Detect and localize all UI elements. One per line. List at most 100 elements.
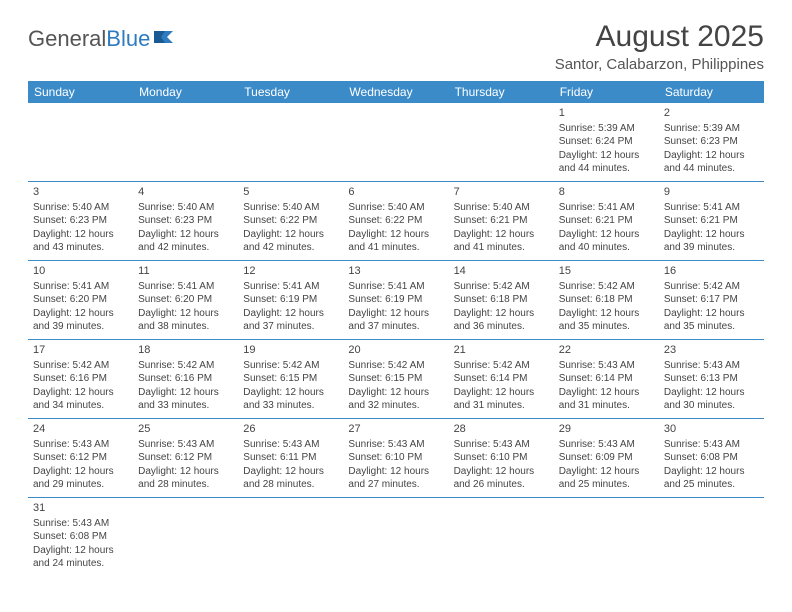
sunset-line: Sunset: 6:09 PM bbox=[559, 451, 654, 465]
logo-text-blue: Blue bbox=[106, 26, 150, 52]
sunset-line: Sunset: 6:24 PM bbox=[559, 135, 654, 149]
day-number: 19 bbox=[243, 343, 338, 358]
daylight-line: Daylight: 12 hours and 41 minutes. bbox=[454, 228, 549, 255]
sunrise-line: Sunrise: 5:41 AM bbox=[348, 280, 443, 294]
sunrise-line: Sunrise: 5:43 AM bbox=[664, 438, 759, 452]
day-number: 3 bbox=[33, 185, 128, 200]
calendar-week-row: 24Sunrise: 5:43 AMSunset: 6:12 PMDayligh… bbox=[28, 419, 764, 498]
sunset-line: Sunset: 6:23 PM bbox=[33, 214, 128, 228]
calendar-cell: 6Sunrise: 5:40 AMSunset: 6:22 PMDaylight… bbox=[343, 182, 448, 261]
daylight-line: Daylight: 12 hours and 40 minutes. bbox=[559, 228, 654, 255]
calendar-table: Sunday Monday Tuesday Wednesday Thursday… bbox=[28, 81, 764, 576]
logo: GeneralBlue bbox=[28, 26, 177, 52]
sunset-line: Sunset: 6:20 PM bbox=[138, 293, 233, 307]
day-number: 20 bbox=[348, 343, 443, 358]
calendar-cell bbox=[343, 103, 448, 182]
calendar-cell: 23Sunrise: 5:43 AMSunset: 6:13 PMDayligh… bbox=[659, 340, 764, 419]
daylight-line: Daylight: 12 hours and 29 minutes. bbox=[33, 465, 128, 492]
daylight-line: Daylight: 12 hours and 38 minutes. bbox=[138, 307, 233, 334]
calendar-cell bbox=[554, 498, 659, 577]
sunrise-line: Sunrise: 5:41 AM bbox=[243, 280, 338, 294]
calendar-cell: 16Sunrise: 5:42 AMSunset: 6:17 PMDayligh… bbox=[659, 261, 764, 340]
calendar-week-row: 3Sunrise: 5:40 AMSunset: 6:23 PMDaylight… bbox=[28, 182, 764, 261]
title-block: August 2025 Santor, Calabarzon, Philippi… bbox=[555, 20, 764, 73]
calendar-cell: 30Sunrise: 5:43 AMSunset: 6:08 PMDayligh… bbox=[659, 419, 764, 498]
daylight-line: Daylight: 12 hours and 28 minutes. bbox=[243, 465, 338, 492]
sunset-line: Sunset: 6:17 PM bbox=[664, 293, 759, 307]
sunset-line: Sunset: 6:16 PM bbox=[33, 372, 128, 386]
daylight-line: Daylight: 12 hours and 35 minutes. bbox=[559, 307, 654, 334]
sunrise-line: Sunrise: 5:42 AM bbox=[559, 280, 654, 294]
calendar-cell bbox=[659, 498, 764, 577]
sunrise-line: Sunrise: 5:39 AM bbox=[559, 122, 654, 136]
daylight-line: Daylight: 12 hours and 24 minutes. bbox=[33, 544, 128, 571]
sunset-line: Sunset: 6:21 PM bbox=[664, 214, 759, 228]
day-number: 12 bbox=[243, 264, 338, 279]
calendar-cell bbox=[133, 103, 238, 182]
calendar-cell: 3Sunrise: 5:40 AMSunset: 6:23 PMDaylight… bbox=[28, 182, 133, 261]
sunrise-line: Sunrise: 5:43 AM bbox=[454, 438, 549, 452]
sunset-line: Sunset: 6:21 PM bbox=[559, 214, 654, 228]
sunset-line: Sunset: 6:12 PM bbox=[33, 451, 128, 465]
day-number: 2 bbox=[664, 106, 759, 121]
daylight-line: Daylight: 12 hours and 42 minutes. bbox=[138, 228, 233, 255]
day-number: 28 bbox=[454, 422, 549, 437]
sunset-line: Sunset: 6:18 PM bbox=[454, 293, 549, 307]
day-number: 25 bbox=[138, 422, 233, 437]
weekday-header: Monday bbox=[133, 81, 238, 103]
logo-text-general: General bbox=[28, 26, 106, 52]
day-number: 31 bbox=[33, 501, 128, 516]
day-number: 5 bbox=[243, 185, 338, 200]
sunrise-line: Sunrise: 5:41 AM bbox=[559, 201, 654, 215]
weekday-header: Sunday bbox=[28, 81, 133, 103]
calendar-cell: 29Sunrise: 5:43 AMSunset: 6:09 PMDayligh… bbox=[554, 419, 659, 498]
sunset-line: Sunset: 6:23 PM bbox=[138, 214, 233, 228]
sunrise-line: Sunrise: 5:43 AM bbox=[243, 438, 338, 452]
sunrise-line: Sunrise: 5:40 AM bbox=[243, 201, 338, 215]
sunset-line: Sunset: 6:22 PM bbox=[348, 214, 443, 228]
calendar-cell: 7Sunrise: 5:40 AMSunset: 6:21 PMDaylight… bbox=[449, 182, 554, 261]
sunset-line: Sunset: 6:10 PM bbox=[454, 451, 549, 465]
sunset-line: Sunset: 6:16 PM bbox=[138, 372, 233, 386]
sunset-line: Sunset: 6:19 PM bbox=[348, 293, 443, 307]
daylight-line: Daylight: 12 hours and 34 minutes. bbox=[33, 386, 128, 413]
sunset-line: Sunset: 6:22 PM bbox=[243, 214, 338, 228]
daylight-line: Daylight: 12 hours and 28 minutes. bbox=[138, 465, 233, 492]
calendar-cell: 15Sunrise: 5:42 AMSunset: 6:18 PMDayligh… bbox=[554, 261, 659, 340]
calendar-cell: 14Sunrise: 5:42 AMSunset: 6:18 PMDayligh… bbox=[449, 261, 554, 340]
day-number: 22 bbox=[559, 343, 654, 358]
calendar-cell bbox=[28, 103, 133, 182]
daylight-line: Daylight: 12 hours and 44 minutes. bbox=[559, 149, 654, 176]
calendar-cell: 31Sunrise: 5:43 AMSunset: 6:08 PMDayligh… bbox=[28, 498, 133, 577]
weekday-header: Friday bbox=[554, 81, 659, 103]
daylight-line: Daylight: 12 hours and 41 minutes. bbox=[348, 228, 443, 255]
day-number: 27 bbox=[348, 422, 443, 437]
daylight-line: Daylight: 12 hours and 39 minutes. bbox=[33, 307, 128, 334]
sunrise-line: Sunrise: 5:43 AM bbox=[33, 517, 128, 531]
sunrise-line: Sunrise: 5:42 AM bbox=[454, 359, 549, 373]
sunrise-line: Sunrise: 5:40 AM bbox=[138, 201, 233, 215]
calendar-cell bbox=[133, 498, 238, 577]
calendar-cell: 12Sunrise: 5:41 AMSunset: 6:19 PMDayligh… bbox=[238, 261, 343, 340]
day-number: 11 bbox=[138, 264, 233, 279]
sunrise-line: Sunrise: 5:42 AM bbox=[664, 280, 759, 294]
sunrise-line: Sunrise: 5:40 AM bbox=[33, 201, 128, 215]
day-number: 29 bbox=[559, 422, 654, 437]
sunrise-line: Sunrise: 5:43 AM bbox=[664, 359, 759, 373]
calendar-cell: 13Sunrise: 5:41 AMSunset: 6:19 PMDayligh… bbox=[343, 261, 448, 340]
calendar-week-row: 17Sunrise: 5:42 AMSunset: 6:16 PMDayligh… bbox=[28, 340, 764, 419]
day-number: 24 bbox=[33, 422, 128, 437]
calendar-cell: 11Sunrise: 5:41 AMSunset: 6:20 PMDayligh… bbox=[133, 261, 238, 340]
day-number: 6 bbox=[348, 185, 443, 200]
calendar-cell bbox=[449, 498, 554, 577]
daylight-line: Daylight: 12 hours and 37 minutes. bbox=[348, 307, 443, 334]
calendar-cell: 27Sunrise: 5:43 AMSunset: 6:10 PMDayligh… bbox=[343, 419, 448, 498]
sunrise-line: Sunrise: 5:39 AM bbox=[664, 122, 759, 136]
sunrise-line: Sunrise: 5:42 AM bbox=[348, 359, 443, 373]
calendar-cell: 20Sunrise: 5:42 AMSunset: 6:15 PMDayligh… bbox=[343, 340, 448, 419]
weekday-header: Tuesday bbox=[238, 81, 343, 103]
sunset-line: Sunset: 6:08 PM bbox=[664, 451, 759, 465]
daylight-line: Daylight: 12 hours and 25 minutes. bbox=[559, 465, 654, 492]
sunset-line: Sunset: 6:23 PM bbox=[664, 135, 759, 149]
weekday-header: Saturday bbox=[659, 81, 764, 103]
